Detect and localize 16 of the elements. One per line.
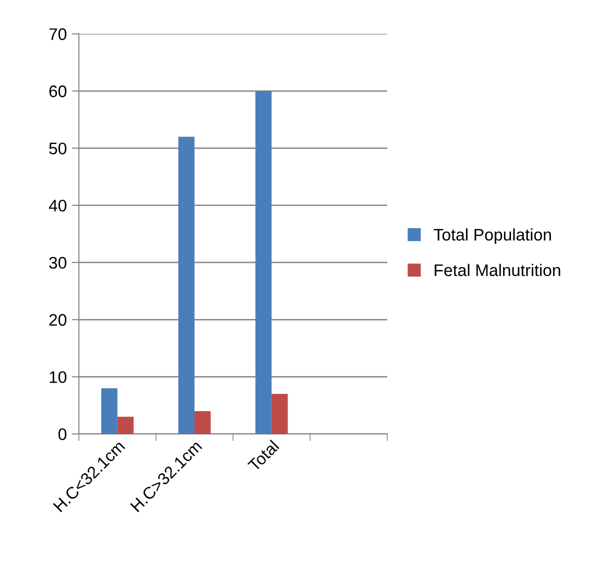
bar: [255, 91, 272, 434]
y-tick-label: 50: [49, 142, 66, 154]
legend-label: Total Population: [434, 228, 551, 244]
y-tick-label: 70: [49, 28, 66, 40]
bar: [178, 136, 195, 434]
y-tick-label: 20: [49, 314, 66, 326]
y-tick-label: 40: [48, 200, 66, 212]
y-tick-label: 0: [58, 428, 66, 440]
bar: [117, 416, 134, 434]
y-tick-label: 30: [49, 256, 66, 269]
y-tick-label: 60: [49, 85, 66, 98]
legend-label: Fetal Malnutrition: [434, 264, 560, 276]
bar: [272, 394, 288, 434]
bar: [101, 388, 118, 434]
y-tick-label: 10: [50, 371, 66, 383]
bar: [194, 411, 211, 434]
